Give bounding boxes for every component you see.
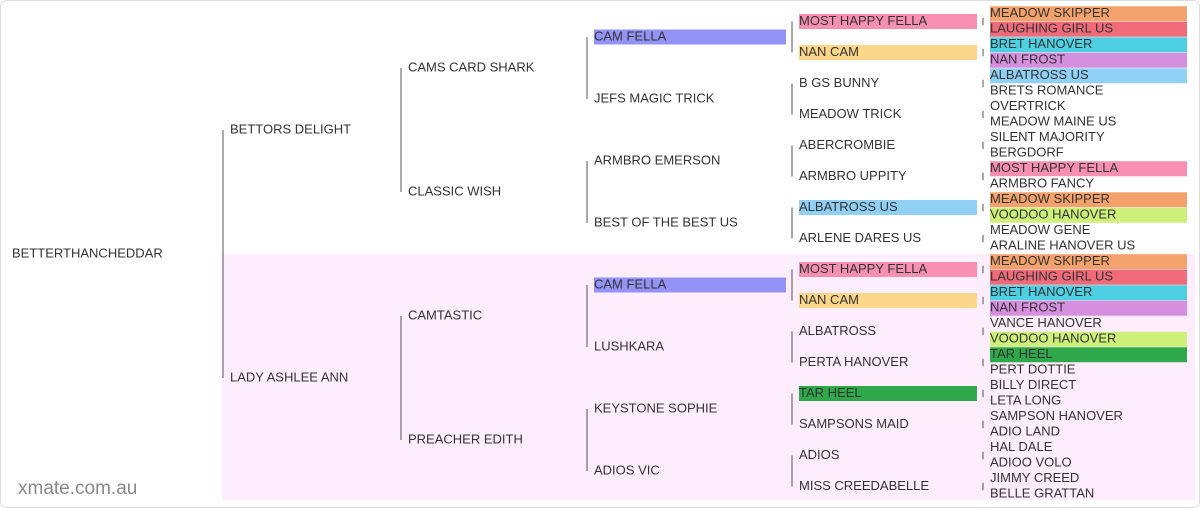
horse-name: PERT DOTTIE [990, 362, 1076, 377]
highlight [990, 300, 1187, 316]
horse-name: ARMBRO EMERSON [594, 152, 720, 167]
horse-name: CAMS CARD SHARK [408, 59, 535, 74]
highlight [990, 161, 1187, 177]
horse-name: MEADOW GENE [990, 222, 1091, 237]
highlight [799, 45, 977, 60]
horse-name: OVERTRICK [990, 98, 1066, 113]
highlight [594, 29, 786, 45]
horse-name: PERTA HANOVER [799, 354, 908, 369]
highlight [990, 192, 1187, 208]
horse-name: LETA LONG [990, 393, 1061, 408]
horse-name: ADIOS VIC [594, 462, 660, 477]
horse-name: LAUGHING GIRL US [990, 269, 1113, 284]
highlight [990, 254, 1187, 270]
horse-name: LUSHKARA [594, 338, 664, 353]
horse-name: ALBATROSS [799, 323, 876, 338]
horse-name: BETTORS DELIGHT [230, 121, 351, 136]
horse-name: SILENT MAJORITY [990, 129, 1105, 144]
horse-name: CLASSIC WISH [408, 183, 501, 198]
horse-name: B GS BUNNY [799, 75, 880, 90]
horse-name: BILLY DIRECT [990, 377, 1076, 392]
horse-name: MEADOW SKIPPER [990, 253, 1110, 268]
horse-name: ALBATROSS US [990, 67, 1089, 82]
horse-name: TAR HEEL [990, 346, 1053, 361]
highlight [990, 207, 1187, 223]
horse-name: ARMBRO UPPITY [799, 168, 907, 183]
horse-name: PREACHER EDITH [408, 431, 523, 446]
horse-name: HAL DALE [990, 439, 1053, 454]
horse-name: NAN CAM [799, 292, 859, 307]
horse-name: LAUGHING GIRL US [990, 21, 1113, 36]
horse-name: CAM FELLA [594, 276, 667, 291]
highlight [990, 6, 1187, 22]
horse-name: SAMPSON HANOVER [990, 408, 1123, 423]
horse-name: MEADOW SKIPPER [990, 5, 1110, 20]
watermark: xmate.com.au [18, 478, 137, 499]
horse-name: ARALINE HANOVER US [990, 238, 1136, 253]
horse-name: BELLE GRATTAN [990, 486, 1094, 501]
horse-name: VOODOO HANOVER [990, 331, 1116, 346]
horse-name: ADIO LAND [990, 424, 1060, 439]
horse-name: MOST HAPPY FELLA [799, 13, 927, 28]
horse-name: ALBATROSS US [799, 199, 898, 214]
horse-name: BRET HANOVER [990, 36, 1092, 51]
highlight [799, 200, 977, 215]
highlight [990, 331, 1187, 347]
highlight [990, 68, 1187, 84]
highlight [799, 262, 977, 277]
horse-name: MEADOW MAINE US [990, 114, 1117, 129]
highlight [799, 14, 977, 29]
horse-name: LADY ASHLEE ANN [230, 369, 348, 384]
tree: BETTERTHANCHEDDAR BETTORS DELIGHT LADY ASH… [12, 5, 1187, 501]
horse-name: MOST HAPPY FELLA [799, 261, 927, 276]
highlight [990, 285, 1187, 301]
horse-name: TAR HEEL [799, 385, 862, 400]
highlight [990, 52, 1187, 68]
horse-name: NAN CAM [799, 44, 859, 59]
horse-name: NAN FROST [990, 300, 1065, 315]
horse-name: MEADOW SKIPPER [990, 191, 1110, 206]
horse-name: MOST HAPPY FELLA [990, 160, 1118, 175]
horse-name: BRETS ROMANCE [990, 83, 1104, 98]
horse-name: JIMMY CREED [990, 470, 1079, 485]
highlight [990, 21, 1187, 37]
horse-name: VANCE HANOVER [990, 315, 1102, 330]
horse-name: SAMPSONS MAID [799, 416, 909, 431]
horse-name: BERGDORF [990, 145, 1064, 160]
horse-name: BEST OF THE BEST US [594, 214, 738, 229]
highlight [799, 293, 977, 308]
horse-name: ARMBRO FANCY [990, 176, 1094, 191]
horse-name: BETTERTHANCHEDDAR [12, 245, 163, 260]
highlight [990, 37, 1187, 53]
highlight [990, 269, 1187, 285]
highlight [799, 386, 977, 401]
horse-name: MISS CREEDABELLE [799, 478, 929, 493]
horse-name: VOODOO HANOVER [990, 207, 1116, 222]
highlight [990, 347, 1187, 363]
highlight [594, 277, 786, 293]
horse-name: MEADOW TRICK [799, 106, 902, 121]
horse-name: JEFS MAGIC TRICK [594, 90, 715, 105]
horse-name: ADIOS [799, 447, 840, 462]
horse-name: ADIOO VOLO [990, 455, 1072, 470]
horse-name: NAN FROST [990, 52, 1065, 67]
horse-name: ARLENE DARES US [799, 230, 921, 245]
horse-name: CAMTASTIC [408, 307, 482, 322]
horse-name: BRET HANOVER [990, 284, 1092, 299]
horse-name: KEYSTONE SOPHIE [594, 400, 718, 415]
horse-name: ABERCROMBIE [799, 137, 895, 152]
horse-name: CAM FELLA [594, 28, 667, 43]
